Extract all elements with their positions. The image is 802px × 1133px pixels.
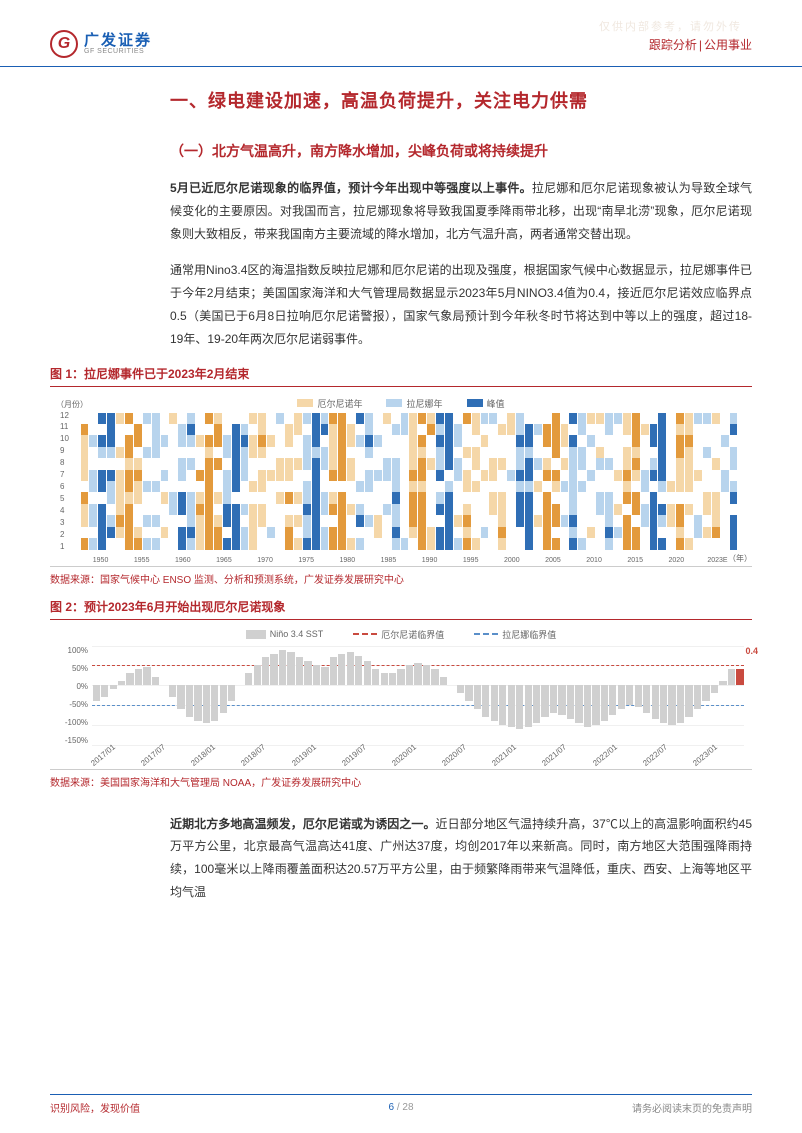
footer-right: 请务必阅读末页的免责声明: [632, 1100, 752, 1115]
figure-1-title: 图 1：拉尼娜事件已于2023年2月结束: [50, 365, 752, 387]
figure-2-legend: Niño 3.4 SST 厄尔尼诺临界值 拉尼娜临界值: [50, 624, 752, 641]
header-category: 跟踪分析|公用事业: [649, 36, 752, 53]
legend-item: 厄尔尼诺年: [297, 397, 362, 410]
figure-2-xaxis: 2017/012017/072018/012018/072019/012019/…: [92, 760, 744, 769]
figure-2-plot: [92, 646, 744, 745]
legend-item: 峰值: [467, 397, 505, 410]
logo: G 广发证券 GF SECURITIES: [50, 30, 152, 58]
legend-item: 厄尔尼诺临界值: [353, 628, 444, 641]
heading-1: 一、绿电建设加速，高温负荷提升，关注电力供需: [170, 87, 752, 113]
figure-1-ylabel: （月份）: [56, 399, 88, 410]
header-category-label: 跟踪分析: [649, 38, 697, 52]
figure-1-legend: 厄尔尼诺年 拉尼娜年 峰值: [50, 391, 752, 410]
paragraph-1-bold: 5月已近厄尔尼诺现象的临界值，预计今年出现中等强度以上事件。: [170, 181, 532, 195]
paragraph-1: 5月已近厄尔尼诺现象的临界值，预计今年出现中等强度以上事件。拉尼娜和厄尔尼诺现象…: [170, 177, 752, 245]
logo-text-cn: 广发证券: [84, 33, 152, 48]
footer-left: 识别风险，发现价值: [50, 1100, 140, 1115]
figure-1-chart: 厄尔尼诺年拉尼娜年峰值 （月份） （年） 123456789101112 195…: [50, 391, 752, 566]
page-footer: 识别风险，发现价值 6 / 28 请务必阅读末页的免责声明: [0, 1100, 802, 1115]
figure-2-chart: Niño 3.4 SST 厄尔尼诺临界值 拉尼娜临界值 100%50%0%-50%-…: [50, 624, 752, 769]
figure-1-plot: [80, 413, 738, 550]
paragraph-3-bold: 近期北方多地高温频发，厄尔尼诺或为诱因之一。: [170, 817, 436, 831]
logo-text-en: GF SECURITIES: [84, 48, 152, 55]
legend-item: Niño 3.4 SST: [246, 628, 324, 641]
figure-2-title: 图 2：预计2023年6月开始出现厄尔尼诺现象: [50, 598, 752, 620]
paragraph-2: 通常用Nino3.4区的海温指数反映拉尼娜和厄尔尼诺的出现及强度，根据国家气候中…: [170, 259, 752, 350]
footer-page: 6 / 28: [388, 1102, 413, 1113]
figure-1-xaxis: 1950195519601965197019751980198519901995…: [80, 557, 738, 564]
legend-item: 拉尼娜临界值: [474, 628, 556, 641]
paragraph-3: 近期北方多地高温频发，厄尔尼诺或为诱因之一。近日部分地区气温持续升高，37℃以上…: [170, 813, 752, 904]
footer-divider: [50, 1094, 752, 1095]
legend-item: 拉尼娜年: [386, 397, 442, 410]
logo-icon: G: [50, 30, 78, 58]
figure-2-source: 数据来源：美国国家海洋和大气管理局 NOAA，广发证券发展研究中心: [50, 769, 752, 801]
figure-1-source: 数据来源：国家气候中心 ENSO 监测、分析和预测系统，广发证券发展研究中心: [50, 566, 752, 598]
figure-1-yaxis: 123456789101112: [60, 411, 69, 551]
heading-2: （一）北方气温高升，南方降水增加，尖峰负荷或将持续提升: [170, 141, 752, 161]
figure-2-yaxis: 100%50%0%-50%-100%-150%: [50, 646, 88, 745]
header-sector-label: 公用事业: [704, 38, 752, 52]
watermark: 仅供内部参考，请勿外传: [599, 18, 742, 34]
figure-2-latest-label: 0.4: [745, 646, 758, 656]
